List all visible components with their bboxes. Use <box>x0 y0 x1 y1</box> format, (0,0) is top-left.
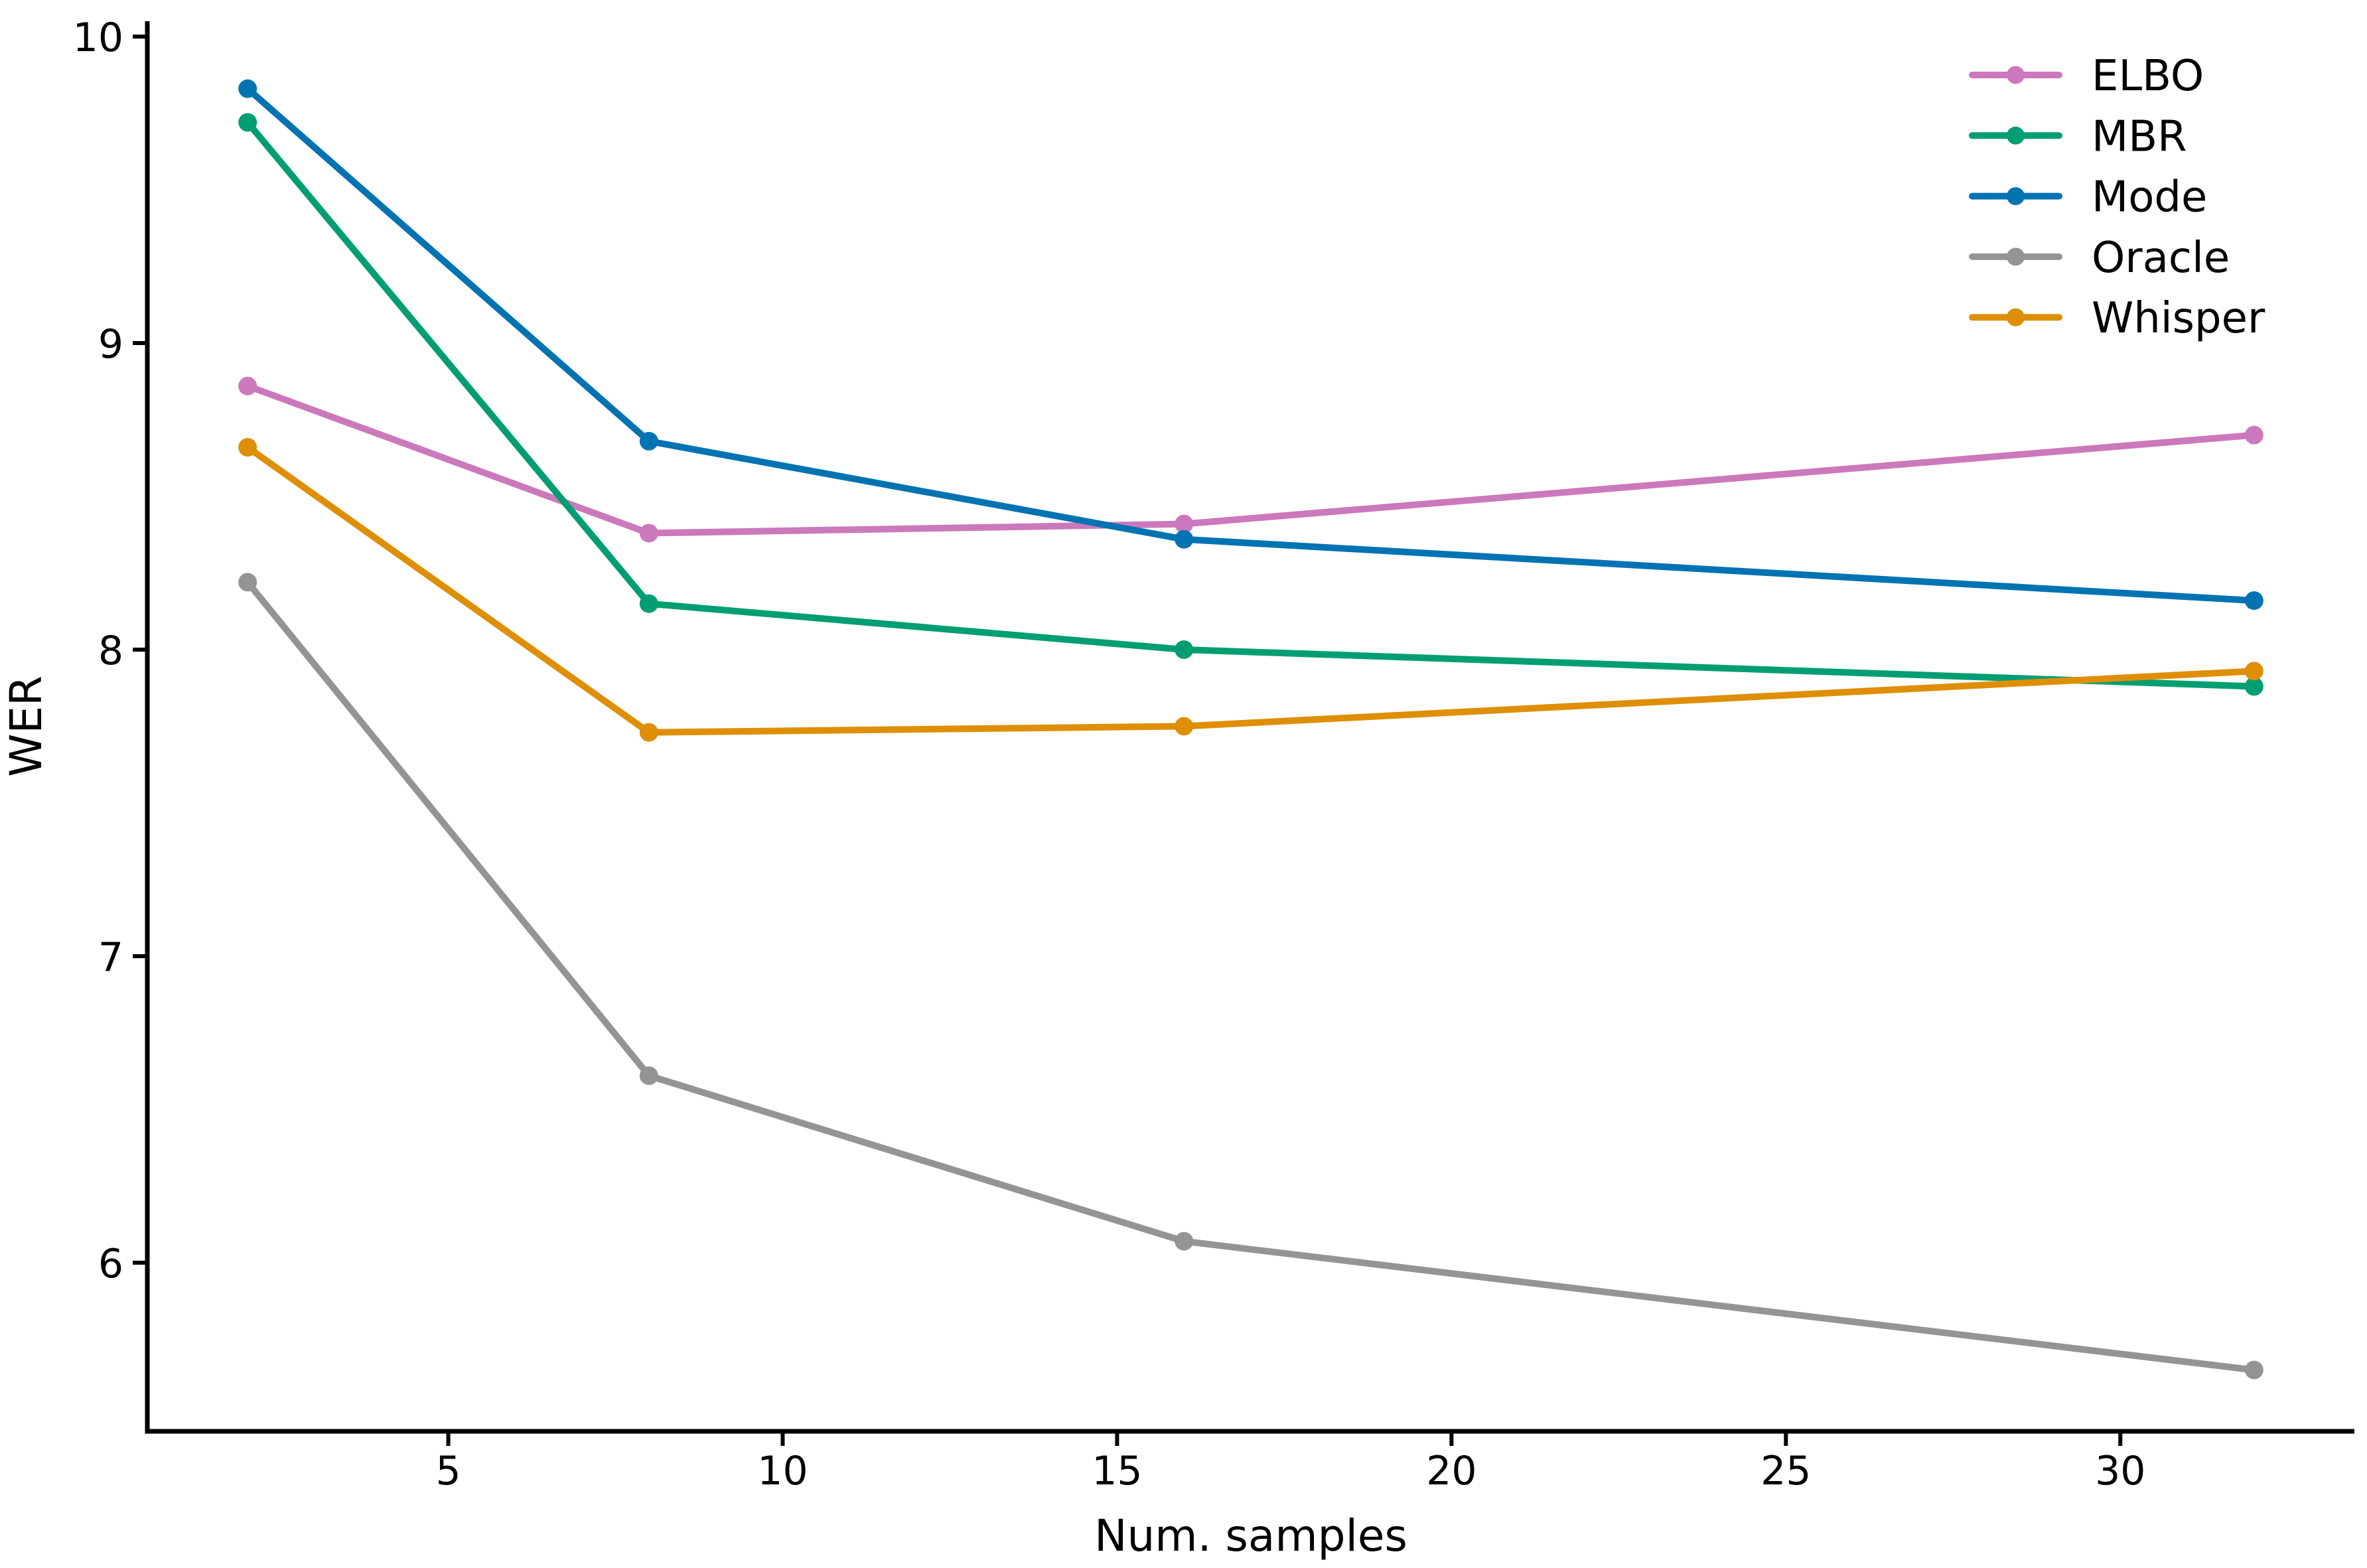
y-tick-label-7: 7 <box>98 934 123 981</box>
y-tick-label-10: 10 <box>73 15 123 61</box>
series-line-oracle <box>244 579 2258 1374</box>
series-marker-elbo-32 <box>2244 425 2263 445</box>
series-marker-mode-2 <box>238 79 257 98</box>
series-line-elbo <box>244 382 2258 537</box>
series-line-whisper <box>244 444 2258 736</box>
legend-label-mode: Mode <box>2092 173 2207 222</box>
legend-marker-mbr <box>2007 126 2025 145</box>
series-marker-oracle-2 <box>238 573 257 592</box>
series-line-mode <box>244 85 2258 605</box>
legend-marker-oracle <box>2007 248 2025 266</box>
legend-label-mbr: MBR <box>2092 112 2187 161</box>
series-marker-mode-8 <box>639 431 658 451</box>
y-tick-label-8: 8 <box>98 628 123 674</box>
series-marker-whisper-8 <box>639 723 658 742</box>
series-line-mbr <box>244 119 2258 690</box>
x-tick-label-20: 20 <box>1426 1448 1476 1494</box>
legend: ELBO MBR Mode Oracle Whisper <box>1969 52 2265 343</box>
series-marker-oracle-8 <box>639 1066 658 1086</box>
legend-marker-elbo <box>2007 66 2025 84</box>
legend-label-elbo: ELBO <box>2092 52 2204 101</box>
legend-item-whisper: Whisper <box>1969 294 2265 343</box>
legend-item-elbo: ELBO <box>1969 52 2204 101</box>
series-marker-mbr-2 <box>238 113 257 132</box>
x-tick-label-15: 15 <box>1092 1448 1142 1494</box>
legend-label-oracle: Oracle <box>2092 234 2230 283</box>
legend-label-whisper: Whisper <box>2092 294 2265 343</box>
series-marker-elbo-8 <box>639 524 658 543</box>
series-marker-elbo-2 <box>238 376 257 395</box>
series-marker-mbr-32 <box>2244 677 2263 696</box>
series-marker-oracle-16 <box>1175 1232 1194 1251</box>
series-marker-elbo-16 <box>1175 514 1194 534</box>
series-marker-mbr-16 <box>1175 640 1194 660</box>
y-axis-ticks: 6 7 8 9 10 <box>73 15 147 1287</box>
y-tick-label-6: 6 <box>98 1241 123 1287</box>
x-axis-label: Num. samples <box>1094 1510 1407 1561</box>
series-marker-oracle-32 <box>2244 1360 2263 1380</box>
x-tick-label-25: 25 <box>1760 1448 1811 1494</box>
series-marker-mode-16 <box>1175 530 1194 549</box>
x-axis-ticks: 5 10 15 20 25 30 <box>435 1431 2145 1494</box>
x-tick-label-5: 5 <box>435 1448 461 1494</box>
x-tick-label-10: 10 <box>757 1448 808 1494</box>
series-marker-whisper-16 <box>1175 717 1194 736</box>
series-marker-mbr-8 <box>639 594 658 613</box>
legend-item-mbr: MBR <box>1969 112 2187 161</box>
legend-item-mode: Mode <box>1969 173 2207 222</box>
series-marker-whisper-32 <box>2244 662 2263 681</box>
legend-marker-whisper <box>2007 308 2025 326</box>
axes-group: 5 10 15 20 25 30 6 7 8 9 10 Num. samples WER <box>1 15 2354 1561</box>
series-marker-whisper-2 <box>238 438 257 457</box>
x-tick-label-30: 30 <box>2095 1448 2145 1494</box>
series-marker-mode-32 <box>2244 591 2263 610</box>
legend-marker-mode <box>2007 187 2025 206</box>
series-group <box>238 79 2263 1380</box>
y-tick-label-9: 9 <box>98 321 123 368</box>
legend-item-oracle: Oracle <box>1969 234 2230 283</box>
y-axis-label: WER <box>1 676 52 777</box>
